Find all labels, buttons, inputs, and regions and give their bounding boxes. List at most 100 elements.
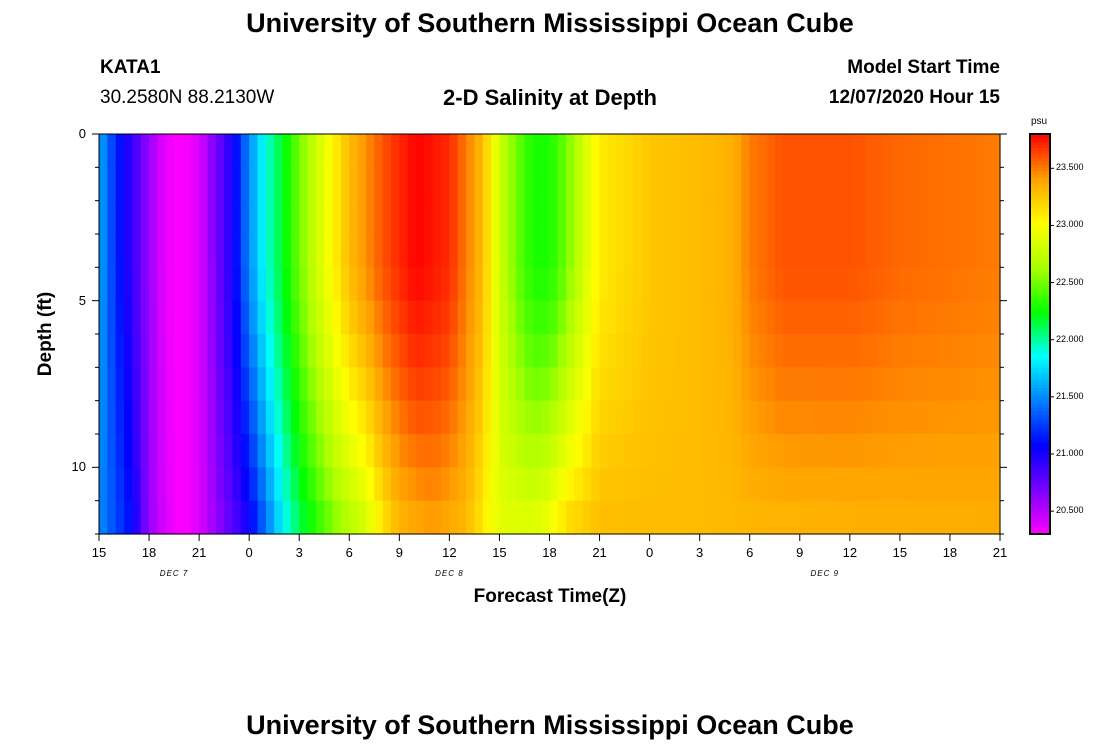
colorbar-swatch	[1030, 420, 1050, 425]
x-tick-label: 15	[492, 545, 507, 560]
heatmap-cell	[340, 334, 350, 368]
heatmap-cell	[624, 134, 634, 168]
heatmap-cell	[224, 234, 234, 268]
heatmap-cell	[441, 167, 450, 202]
x-tick-label: 21	[191, 545, 207, 560]
heatmap-cell	[582, 467, 592, 502]
heatmap-cell	[991, 367, 1001, 402]
heatmap-cell	[307, 167, 317, 202]
colorbar-swatch	[1030, 164, 1050, 168]
heatmap-cell	[99, 367, 108, 402]
heatmap-cell	[874, 267, 884, 302]
heatmap-cell	[249, 234, 259, 268]
heatmap-cell	[557, 167, 567, 202]
heatmap-cell	[708, 334, 717, 368]
heatmap-cell	[966, 434, 976, 468]
y-axis-ticks	[92, 133, 1007, 535]
heatmap-cell	[374, 134, 384, 168]
heatmap-cell	[624, 234, 634, 268]
heatmap-cell	[741, 500, 751, 535]
heatmap-cell	[666, 167, 676, 202]
heatmap-cell	[616, 300, 626, 335]
heatmap-cell	[299, 467, 309, 502]
heatmap-cell	[716, 500, 726, 535]
heatmap-cell	[182, 300, 192, 335]
heatmap-cell	[791, 434, 801, 468]
colorbar-swatch	[1030, 470, 1050, 475]
station-coordinates: 30.2580N 88.2130W	[100, 87, 275, 108]
heatmap-cell	[607, 334, 617, 368]
heatmap-cell	[632, 434, 642, 468]
heatmap-cell	[816, 200, 826, 235]
heatmap-cell	[149, 267, 158, 302]
heatmap-cell	[140, 134, 150, 168]
heatmap-cell	[249, 300, 259, 335]
x-tick-label: 21	[592, 545, 607, 560]
heatmap-cell	[265, 200, 275, 235]
heatmap-cell	[382, 434, 392, 468]
heatmap-cell	[340, 467, 350, 502]
colorbar-swatch	[1030, 174, 1050, 178]
heatmap-cell	[733, 234, 742, 268]
heatmap-cell	[816, 300, 826, 335]
heatmap-cell	[632, 334, 642, 368]
x-axis-ticks	[98, 534, 1001, 541]
heatmap-cell	[549, 167, 559, 202]
heatmap-cell	[315, 167, 325, 202]
heatmap-cell	[858, 267, 868, 302]
heatmap-cell	[699, 367, 709, 402]
heatmap-cell	[416, 334, 425, 368]
heatmap-cell	[724, 167, 734, 202]
heatmap-cell	[499, 267, 509, 302]
heatmap-cell	[232, 334, 242, 368]
heatmap-cell	[541, 267, 551, 302]
heatmap-cell	[482, 400, 492, 435]
heatmap-cell	[382, 367, 392, 402]
heatmap-cell	[749, 400, 759, 435]
heatmap-cell	[983, 334, 993, 368]
heatmap-cell	[99, 167, 108, 202]
heatmap-cell	[824, 167, 834, 202]
heatmap-cell	[682, 167, 692, 202]
heatmap-cell	[641, 434, 651, 468]
heatmap-cell	[724, 134, 734, 168]
heatmap-cell	[290, 367, 300, 402]
heatmap-cell	[974, 200, 984, 235]
heatmap-cell	[816, 234, 826, 268]
heatmap-cell	[491, 500, 501, 535]
heatmap-cell	[899, 167, 909, 202]
heatmap-cell	[641, 200, 651, 235]
heatmap-cell	[657, 467, 667, 502]
heatmap-cell	[741, 234, 751, 268]
heatmap-cell	[424, 334, 434, 368]
heatmap-cell	[541, 334, 551, 368]
heatmap-cell	[657, 367, 667, 402]
heatmap-cell	[841, 467, 851, 502]
heatmap-cell	[549, 300, 559, 335]
heatmap-cell	[949, 334, 959, 368]
heatmap-cell	[524, 167, 534, 202]
colorbar-swatch	[1030, 417, 1050, 422]
heatmap-cell	[516, 200, 526, 235]
colorbar-swatch	[1030, 360, 1050, 365]
heatmap-cell	[891, 167, 901, 202]
heatmap-cell	[190, 167, 200, 202]
heatmap-cell	[808, 334, 818, 368]
heatmap-cell	[399, 334, 409, 368]
heatmap-cell	[99, 467, 108, 502]
heatmap-cell	[824, 467, 834, 502]
heatmap-cell	[107, 400, 117, 435]
heatmap-cell	[808, 367, 818, 402]
heatmap-cell	[332, 367, 342, 402]
heatmap-cell	[874, 200, 884, 235]
heatmap-cell	[991, 400, 1001, 435]
heatmap-cell	[582, 300, 592, 335]
heatmap-cell	[849, 200, 859, 235]
heatmap-cell	[265, 134, 275, 168]
heatmap-cell	[424, 300, 434, 335]
heatmap-cell	[174, 267, 184, 302]
heatmap-cell	[124, 334, 133, 368]
heatmap-cell	[833, 234, 843, 268]
heatmap-cell	[699, 500, 709, 535]
day-label: DEC 7	[159, 569, 189, 578]
